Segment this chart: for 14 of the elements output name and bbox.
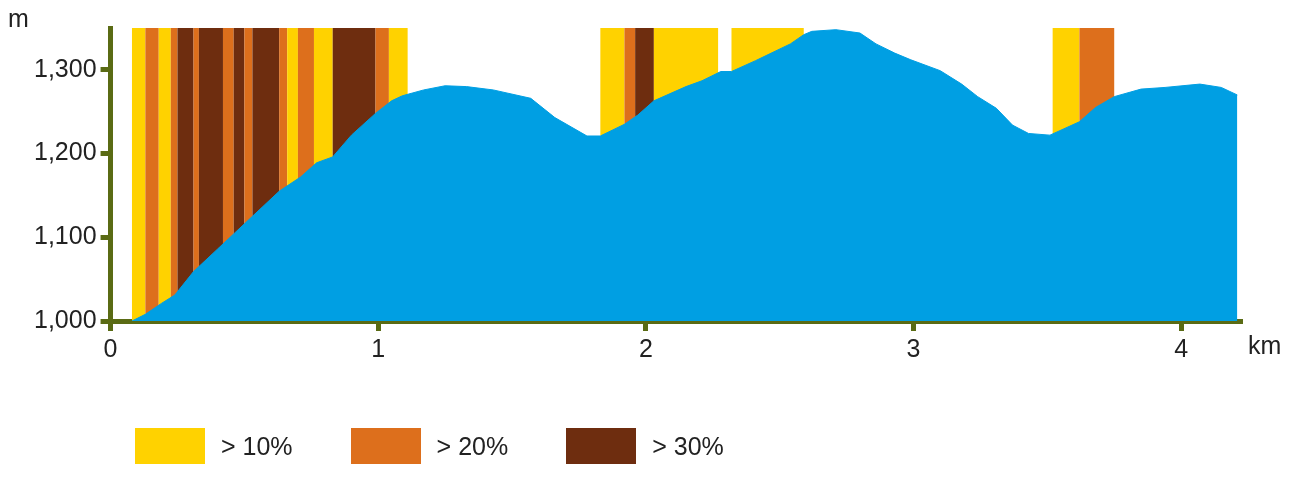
x-tick-label: 1 bbox=[371, 333, 386, 362]
y-tick-label: 1,200 bbox=[34, 137, 97, 166]
x-tick-label: 0 bbox=[103, 333, 118, 362]
y-tick-label: 1,300 bbox=[34, 53, 97, 82]
y-tick-label: 1,000 bbox=[34, 304, 97, 333]
x-tick-label: 4 bbox=[1174, 333, 1189, 362]
legend-label: > 20% bbox=[436, 431, 509, 461]
legend-label: > 30% bbox=[652, 431, 724, 461]
x-tick-label: 3 bbox=[906, 333, 921, 362]
x-axis-title: km bbox=[1248, 331, 1282, 360]
y-axis-title: m bbox=[8, 4, 29, 33]
legend-label: > 10% bbox=[221, 431, 293, 461]
x-tick-label: 2 bbox=[638, 333, 653, 362]
y-tick-label: 1,100 bbox=[34, 221, 97, 250]
